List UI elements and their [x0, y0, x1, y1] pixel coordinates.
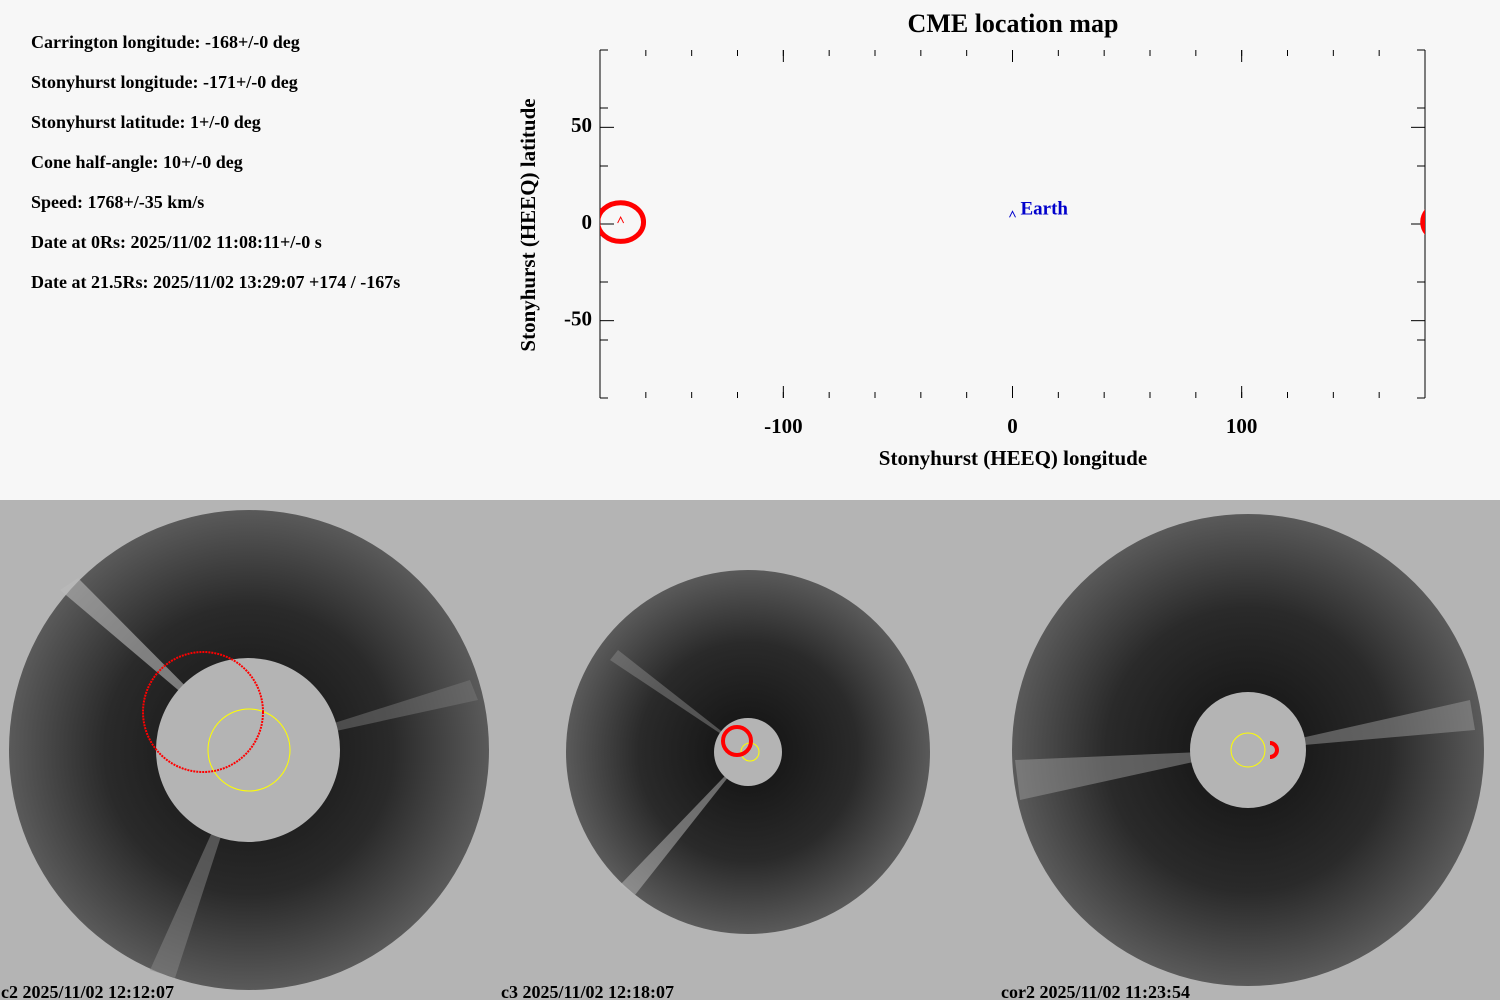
cme-cone	[600, 200, 647, 244]
summary-panel: Carrington longitude: -168+/-0 deg Stonyh…	[0, 0, 1500, 500]
image-caption: c2 2025/11/02 12:12:07	[1, 982, 174, 1002]
image-panel	[0, 500, 1500, 1000]
info-line: Date at 0Rs: 2025/11/02 11:08:11+/-0 s	[31, 232, 322, 252]
y-tick-label: 50	[571, 113, 592, 137]
coronagraph-images	[9, 510, 1484, 990]
info-line: Stonyhurst latitude: 1+/-0 deg	[31, 112, 261, 132]
location-map: CME location map Stonyhurst (HEEQ) longi…	[516, 9, 1426, 470]
y-tick-label: -50	[564, 306, 592, 330]
x-tick-label: 100	[1226, 414, 1258, 438]
c2-image	[9, 510, 489, 990]
info-line: Stonyhurst longitude: -171+/-0 deg	[31, 72, 298, 92]
info-line: Cone half-angle: 10+/-0 deg	[31, 152, 243, 172]
c3-image	[566, 570, 930, 934]
image-caption: c3 2025/11/02 12:18:07	[501, 982, 674, 1002]
x-tick-label: -100	[764, 414, 803, 438]
cor2-image	[1012, 514, 1484, 986]
x-axis-label: Stonyhurst (HEEQ) longitude	[879, 446, 1147, 470]
info-line: Date at 21.5Rs: 2025/11/02 13:29:07 +174…	[31, 272, 401, 292]
image-caption: cor2 2025/11/02 11:23:54	[1001, 982, 1190, 1002]
info-line: Speed: 1768+/-35 km/s	[31, 192, 205, 212]
x-tick-label: 0	[1007, 414, 1018, 438]
info-line: Carrington longitude: -168+/-0 deg	[31, 32, 300, 52]
earth-label: Earth	[1021, 199, 1069, 220]
y-tick-label: 0	[582, 210, 593, 234]
chart-title: CME location map	[908, 9, 1119, 38]
cme-marker	[617, 215, 625, 224]
cme-cone	[1420, 209, 1425, 235]
y-axis-label: Stonyhurst (HEEQ) latitude	[516, 98, 540, 351]
earth-marker	[1009, 210, 1016, 218]
